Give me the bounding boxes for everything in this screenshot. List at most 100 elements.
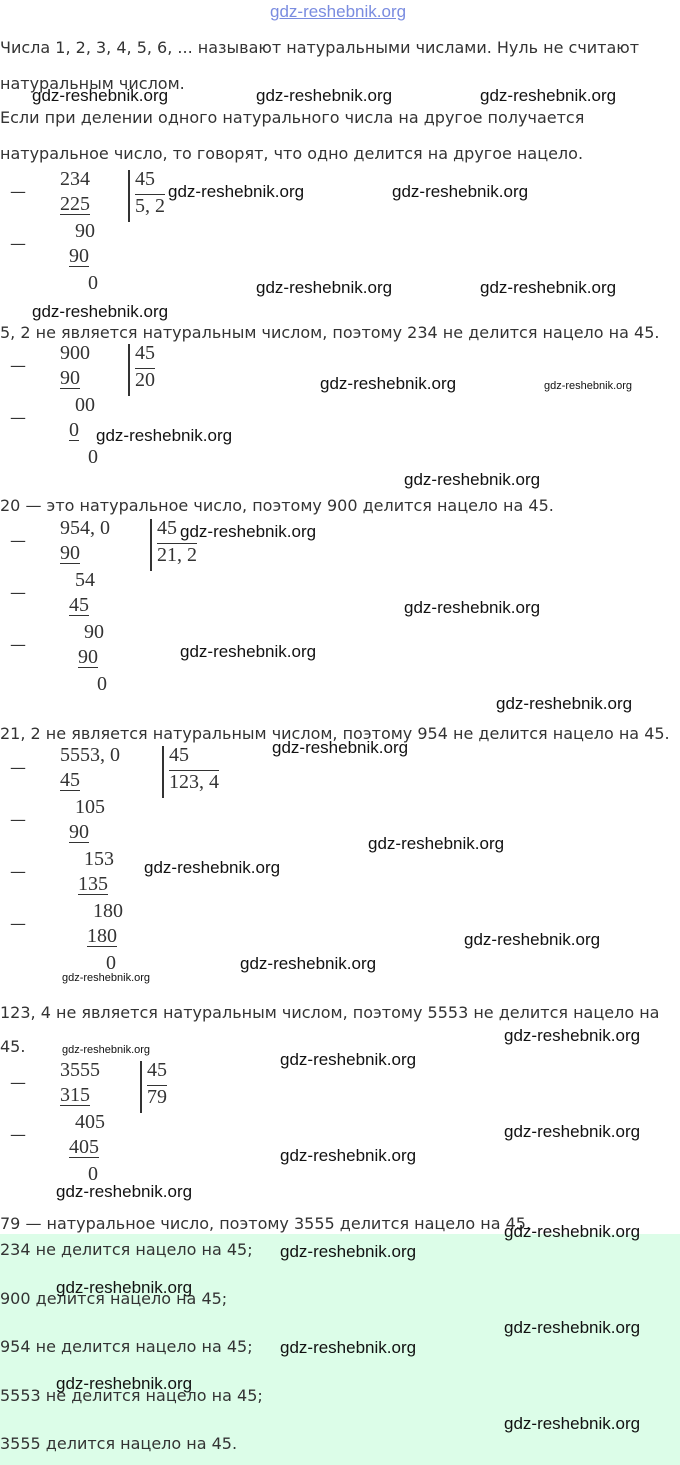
dividend-step: 90	[84, 621, 104, 643]
watermark: gdz-reshebnik.org	[256, 278, 393, 297]
dividend-step: 90	[69, 821, 89, 843]
site-header: gdz-reshebnik.org	[270, 2, 407, 21]
minus-sign: —	[10, 1073, 26, 1092]
dividend-step: 105	[75, 796, 105, 818]
watermark: gdz-reshebnik.org	[404, 470, 541, 489]
watermark: gdz-reshebnik.org	[280, 1242, 417, 1261]
dividend-step: 3555	[60, 1059, 100, 1081]
dividend-step: 90	[60, 367, 80, 389]
watermark: gdz-reshebnik.org	[96, 426, 233, 445]
watermark: gdz-reshebnik.org	[464, 930, 601, 949]
dividend-step: 135	[78, 873, 108, 895]
watermark: gdz-reshebnik.org	[62, 1044, 151, 1056]
minus-sign: —	[10, 914, 26, 933]
answer-line: 5553 не делится нацело на 45;	[0, 1385, 263, 1405]
watermark: gdz-reshebnik.org	[56, 1182, 193, 1201]
division-bar	[150, 519, 152, 571]
watermark: gdz-reshebnik.org	[392, 182, 529, 201]
conclusion: 21, 2 не является натуральным числом, по…	[0, 724, 670, 743]
watermark: gdz-reshebnik.org	[32, 86, 169, 105]
watermark: gdz-reshebnik.org	[504, 1414, 641, 1433]
minus-sign: —	[10, 1125, 26, 1144]
quotient: 20	[135, 368, 155, 391]
intro-paragraph: Числа 1, 2, 3, 4, 5, 6, ... называют нат…	[0, 38, 640, 93]
quotient: 21, 2	[157, 543, 197, 566]
minus-sign: —	[10, 862, 26, 881]
dividend-step: 90	[75, 220, 95, 242]
dividend-step: 954, 0	[60, 517, 110, 539]
dividend-step: 315	[60, 1084, 90, 1106]
watermark: gdz-reshebnik.org	[504, 1026, 641, 1045]
watermark: gdz-reshebnik.org	[496, 694, 633, 713]
quotient: 123, 4	[169, 770, 219, 793]
divisor: 45	[169, 744, 189, 766]
divisor: 45	[135, 342, 155, 364]
watermark: gdz-reshebnik.org	[504, 1222, 641, 1241]
watermark: gdz-reshebnik.org	[62, 972, 151, 984]
minus-sign: —	[10, 356, 26, 375]
dividend-step: 234	[60, 168, 90, 190]
minus-sign: —	[10, 810, 26, 829]
watermark: gdz-reshebnik.org	[504, 1122, 641, 1141]
watermark: gdz-reshebnik.org	[32, 302, 169, 321]
conclusion: 20 — это натуральное число, поэтому 900 …	[0, 496, 554, 515]
minus-sign: —	[10, 408, 26, 427]
answer-line: 954 не делится нацело на 45;	[0, 1337, 253, 1356]
dividend-step: 900	[60, 342, 90, 364]
division-bar	[140, 1061, 142, 1113]
watermark: gdz-reshebnik.org	[272, 738, 409, 757]
dividend-step: 90	[60, 542, 80, 564]
watermark: gdz-reshebnik.org	[404, 598, 541, 617]
dividend-step: 5553, 0	[60, 744, 120, 766]
dividend-step: 45	[60, 769, 80, 791]
quotient: 79	[147, 1085, 167, 1108]
dividend-step: 180	[93, 900, 123, 922]
dividend-step: 0	[88, 1163, 98, 1185]
division-bar	[128, 170, 130, 222]
dividend-step: 225	[60, 193, 90, 215]
minus-sign: —	[10, 635, 26, 654]
dividend-step: 180	[87, 925, 117, 947]
dividend-step: 0	[88, 446, 98, 468]
watermark: gdz-reshebnik.org	[480, 86, 617, 105]
divisor: 45	[135, 168, 155, 190]
dividend-step: 90	[69, 245, 89, 267]
division-bar	[128, 344, 130, 396]
dividend-step: 0	[69, 419, 79, 441]
watermark: gdz-reshebnik.org	[56, 1374, 193, 1393]
minus-sign: —	[10, 531, 26, 550]
dividend-step: 0	[106, 952, 116, 974]
minus-sign: —	[10, 758, 26, 777]
answer-line: 3555 делится нацело на 45.	[0, 1434, 238, 1453]
dividend-step: 0	[97, 673, 107, 695]
dividend-step: 54	[75, 569, 95, 591]
watermark: gdz-reshebnik.org	[56, 1278, 193, 1297]
answer-box	[0, 1234, 680, 1465]
minus-sign: —	[10, 234, 26, 253]
dividend-step: 00	[75, 394, 95, 416]
dividend-step: 405	[69, 1136, 99, 1158]
answer-line: 234 не делится нацело на 45;	[0, 1240, 253, 1259]
watermark: gdz-reshebnik.org	[144, 858, 281, 877]
minus-sign: —	[10, 182, 26, 201]
divisor: 45	[147, 1059, 167, 1081]
watermark: gdz-reshebnik.org	[180, 642, 317, 661]
watermark: gdz-reshebnik.org	[320, 374, 457, 393]
division-bar	[162, 746, 164, 798]
quotient: 5, 2	[135, 194, 165, 217]
watermark: gdz-reshebnik.org	[504, 1318, 641, 1337]
dividend-step: 153	[84, 848, 114, 870]
conclusion: 5, 2 не является натуральным числом, поэ…	[0, 323, 660, 342]
intro-paragraph: Если при делении одного натурального чис…	[0, 108, 585, 163]
watermark: gdz-reshebnik.org	[280, 1146, 417, 1165]
watermark: gdz-reshebnik.org	[280, 1338, 417, 1357]
dividend-step: 405	[75, 1111, 105, 1133]
watermark: gdz-reshebnik.org	[240, 954, 377, 973]
watermark: gdz-reshebnik.org	[368, 834, 505, 853]
watermark: gdz-reshebnik.org	[480, 278, 617, 297]
watermark: gdz-reshebnik.org	[280, 1050, 417, 1069]
watermark: gdz-reshebnik.org	[544, 380, 633, 392]
answer-line: 900 делится нацело на 45;	[0, 1288, 228, 1308]
dividend-step: 45	[69, 594, 89, 616]
